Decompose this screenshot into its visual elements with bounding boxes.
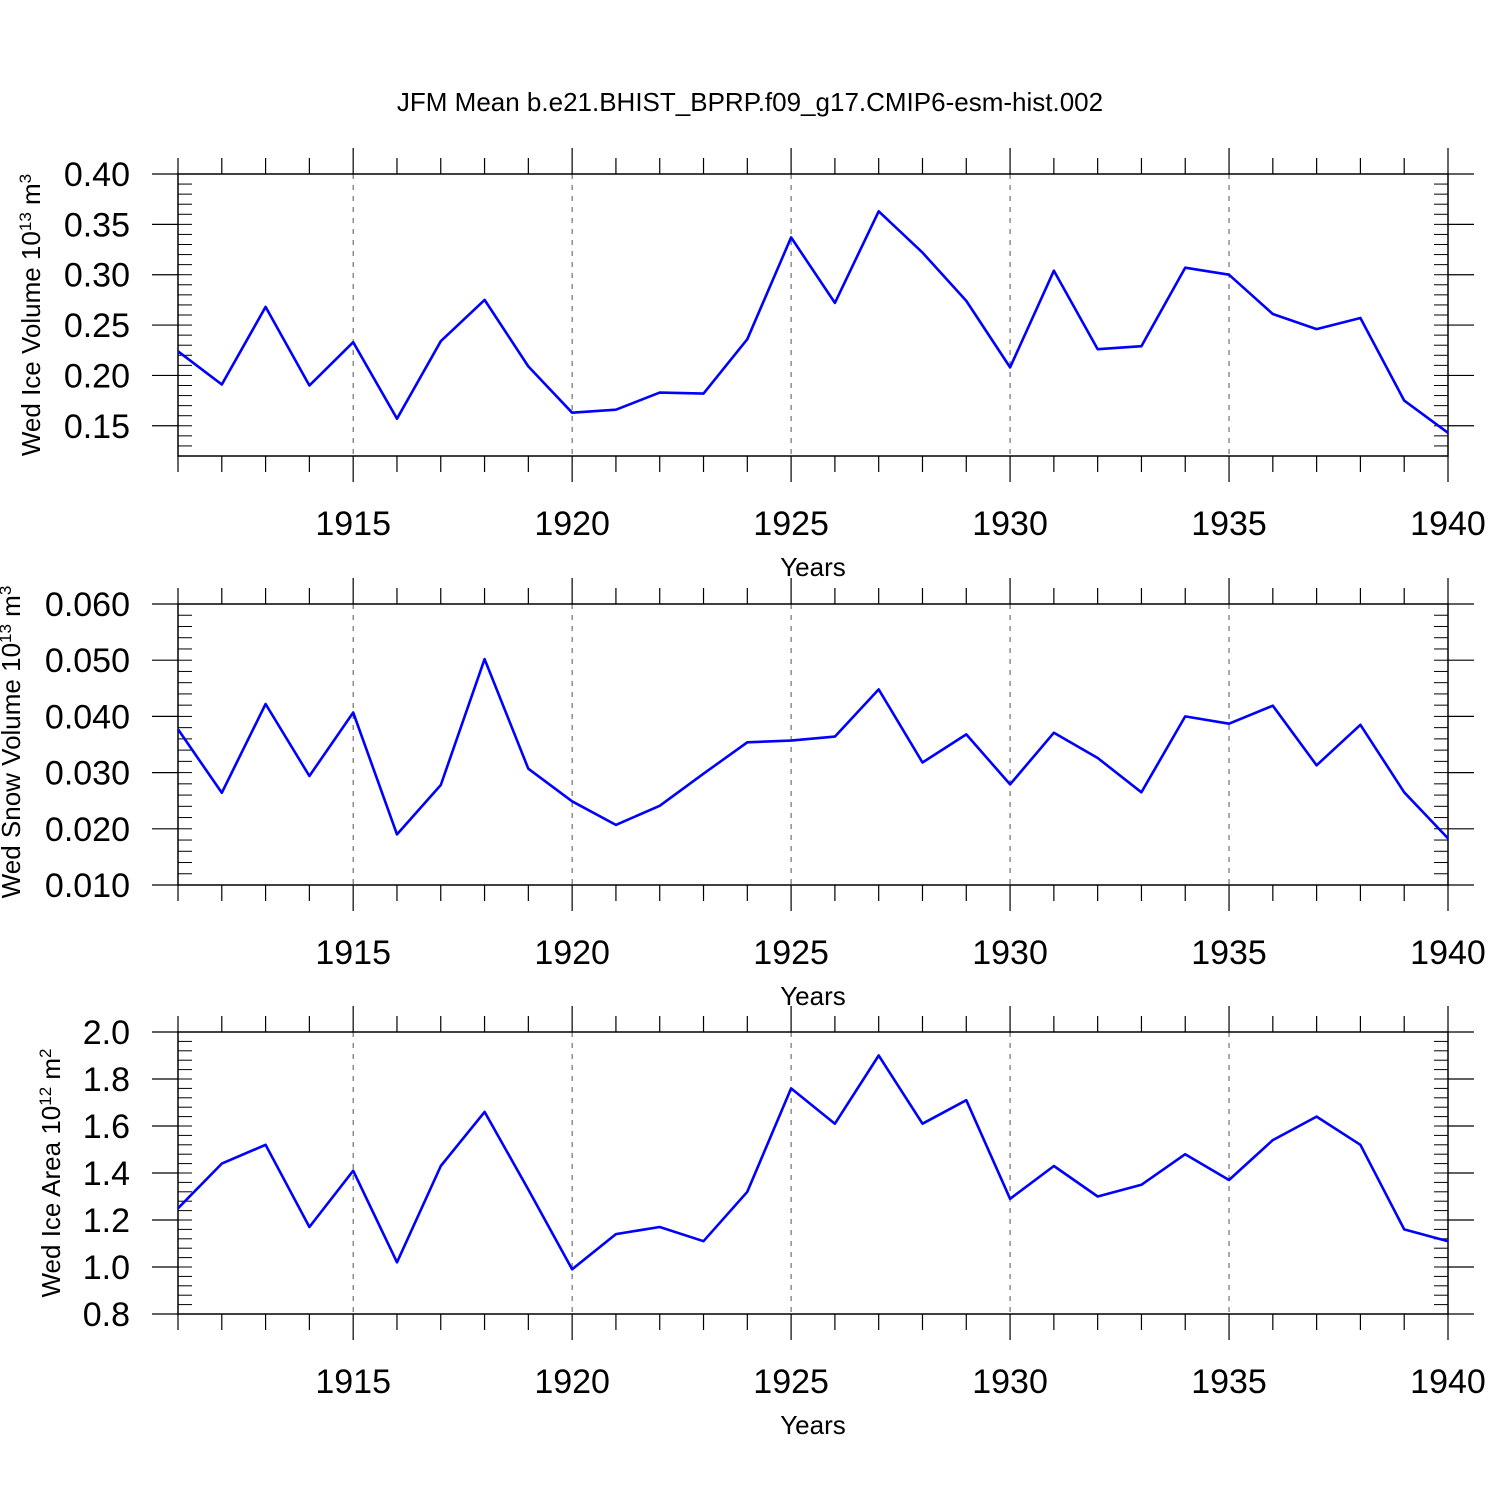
panels: 0.15 0.20 0.25 0.30 0.35 0.40 1915 1920 1925 1930… (0, 148, 1486, 1440)
x-tick-label: 1940 (1410, 934, 1486, 972)
y-tick-label: 1.6 (83, 1108, 130, 1146)
x-tick-label: 1935 (1191, 1363, 1267, 1401)
y-tick-label: 1.4 (83, 1155, 130, 1193)
x-tick-label: 1925 (753, 934, 829, 972)
x-tick-label: 1930 (972, 1363, 1048, 1401)
y-axis-label-part: m (16, 183, 46, 212)
x-tick-label: 1925 (753, 505, 829, 543)
x-axis-label: Years (780, 981, 846, 1011)
x-tick-label: 1940 (1410, 1363, 1486, 1401)
series-line (176, 657, 1449, 840)
y-tick-label: 0.040 (45, 698, 130, 736)
x-axis-label: Years (780, 552, 846, 582)
x-tick-label: 1930 (972, 505, 1048, 543)
panel-1: 0.15 0.20 0.25 0.30 0.35 0.40 1915 1920 1925 1930… (16, 148, 1486, 582)
y-axis-label: Wed Snow Volume 1013 m3 (0, 586, 26, 899)
x-tick-label: 1920 (534, 934, 610, 972)
y-tick-label: 0.030 (45, 755, 130, 793)
x-tick-label: 1930 (972, 934, 1048, 972)
x-tick-label: 1915 (315, 505, 391, 543)
panel-3: 0.8 1.0 1.2 1.4 1.6 1.8 2.0 1915 1920 1925 1930 193… (36, 1006, 1486, 1440)
panel-2: 0.010 0.020 0.030 0.040 0.050 0.060 1915 1920 19… (0, 578, 1486, 1011)
y-tick-label: 0.35 (64, 206, 130, 244)
y-tick-label: 1.2 (83, 1202, 130, 1240)
y-axis-label-superscript: 12 (36, 1087, 55, 1106)
y-tick-label: 0.40 (64, 156, 130, 194)
x-axis-label: Years (780, 1410, 846, 1440)
y-axis-label-part: Wed Ice Volume 10 (16, 231, 46, 456)
y-axis-label-part: m (36, 1058, 66, 1087)
y-tick-label: 0.25 (64, 307, 130, 345)
x-tick-label: 1935 (1191, 505, 1267, 543)
plot-frame (177, 173, 1449, 457)
y-axis-label-part: Wed Ice Area 10 (36, 1106, 66, 1298)
plot-frame (177, 603, 1449, 886)
chart-title: JFM Mean b.e21.BHIST_BPRP.f09_g17.CMIP6-… (397, 87, 1103, 117)
x-tick-label: 1920 (534, 505, 610, 543)
y-tick-label: 1.8 (83, 1061, 130, 1099)
y-axis-label: Wed Ice Volume 1013 m3 (16, 174, 47, 456)
y-axis-label-superscript: 13 (0, 624, 15, 643)
y-axis-label-part: m (0, 595, 26, 624)
y-tick-label: 0.020 (45, 811, 130, 849)
x-tick-label: 1920 (534, 1363, 610, 1401)
y-axis-label-superscript: 2 (36, 1048, 55, 1057)
y-tick-label: 1.0 (83, 1249, 130, 1287)
y-tick-label: 0.15 (64, 408, 130, 446)
y-axis-label-superscript: 3 (16, 174, 35, 183)
y-tick-label: 0.050 (45, 642, 130, 680)
x-tick-label: 1925 (753, 1363, 829, 1401)
y-axis-label-part: Wed Snow Volume 10 (0, 643, 26, 898)
y-axis-label: Wed Ice Area 1012 m2 (36, 1048, 67, 1297)
y-tick-label: 0.20 (64, 357, 130, 395)
x-tick-label: 1915 (315, 1363, 391, 1401)
y-tick-label: 2.0 (83, 1014, 130, 1052)
y-tick-label: 0.010 (45, 867, 130, 905)
plot-frame (177, 1031, 1449, 1315)
x-tick-label: 1935 (1191, 934, 1267, 972)
y-tick-label: 0.060 (45, 586, 130, 624)
y-tick-label: 0.30 (64, 257, 130, 295)
series-line (177, 1054, 1449, 1271)
y-axis-label-superscript: 3 (0, 586, 15, 595)
x-tick-label: 1940 (1410, 505, 1486, 543)
y-tick-label: 0.8 (83, 1296, 130, 1334)
series-line (177, 210, 1449, 434)
y-axis-label-superscript: 13 (16, 212, 35, 231)
x-tick-label: 1915 (315, 934, 391, 972)
